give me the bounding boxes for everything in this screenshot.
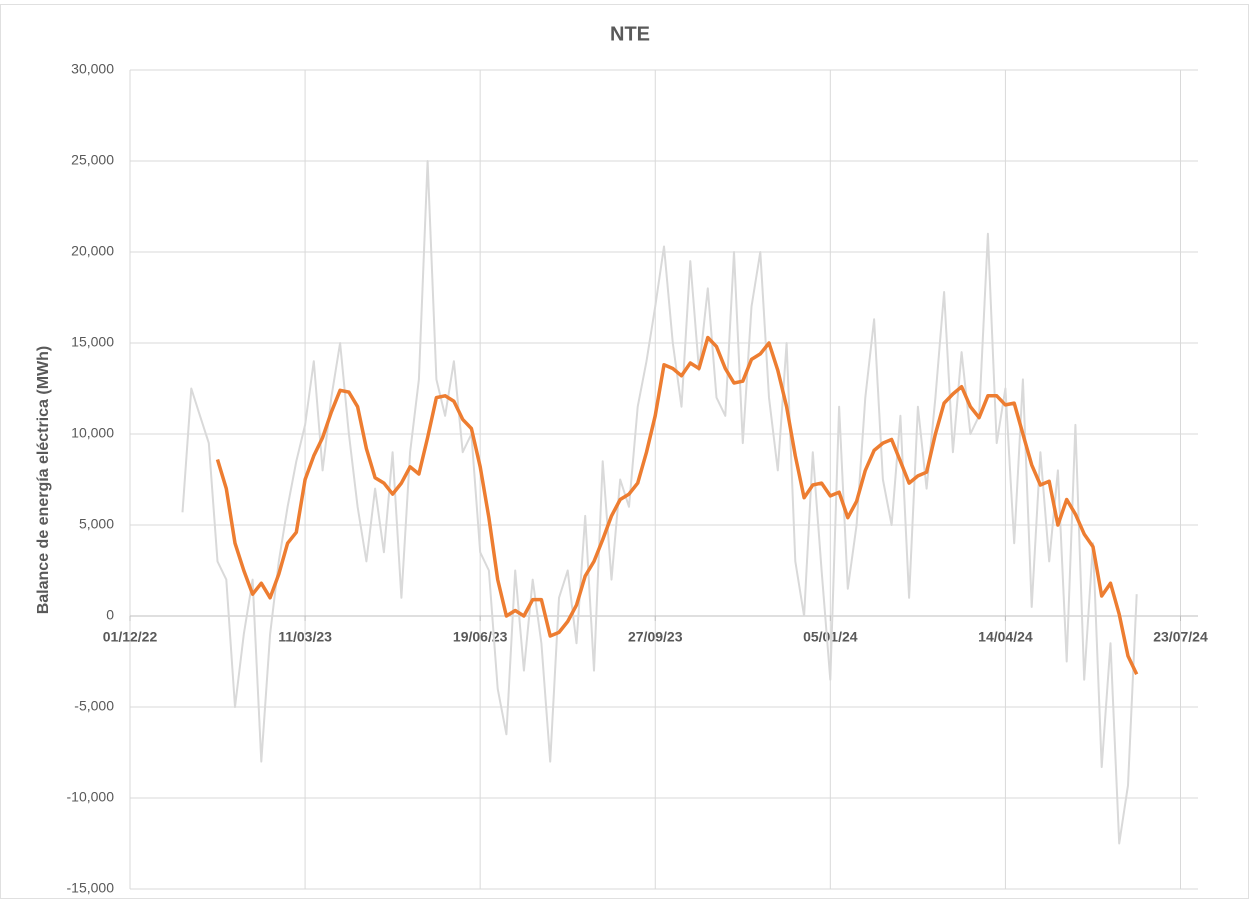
x-tick-label: 19/06/23: [453, 629, 508, 645]
y-axis-title: Balance de energía eléctrica (MWh): [35, 346, 52, 615]
chart-title: NTE: [610, 23, 650, 45]
x-tick-label: 05/01/24: [803, 629, 858, 645]
y-tick-label: -15,000: [67, 880, 115, 896]
y-tick-label: -10,000: [67, 789, 115, 805]
x-tick-label: 23/07/24: [1153, 629, 1208, 645]
x-tick-label: 27/09/23: [628, 629, 683, 645]
y-tick-label: -5,000: [74, 698, 114, 714]
x-tick-label: 11/03/23: [278, 629, 332, 645]
series-line: [181, 160, 1138, 845]
y-tick-label: 0: [106, 607, 114, 623]
y-tick-label: 25,000: [71, 152, 114, 168]
y-tick-label: 15,000: [71, 334, 114, 350]
y-tick-label: 20,000: [71, 243, 114, 259]
series-line: [215, 335, 1139, 675]
y-tick-label: 5,000: [79, 516, 114, 532]
y-tick-label: 10,000: [71, 425, 114, 441]
y-tick-label: 30,000: [71, 61, 114, 77]
x-tick-label: 01/12/22: [103, 629, 158, 645]
x-tick-label: 14/04/24: [978, 629, 1033, 645]
